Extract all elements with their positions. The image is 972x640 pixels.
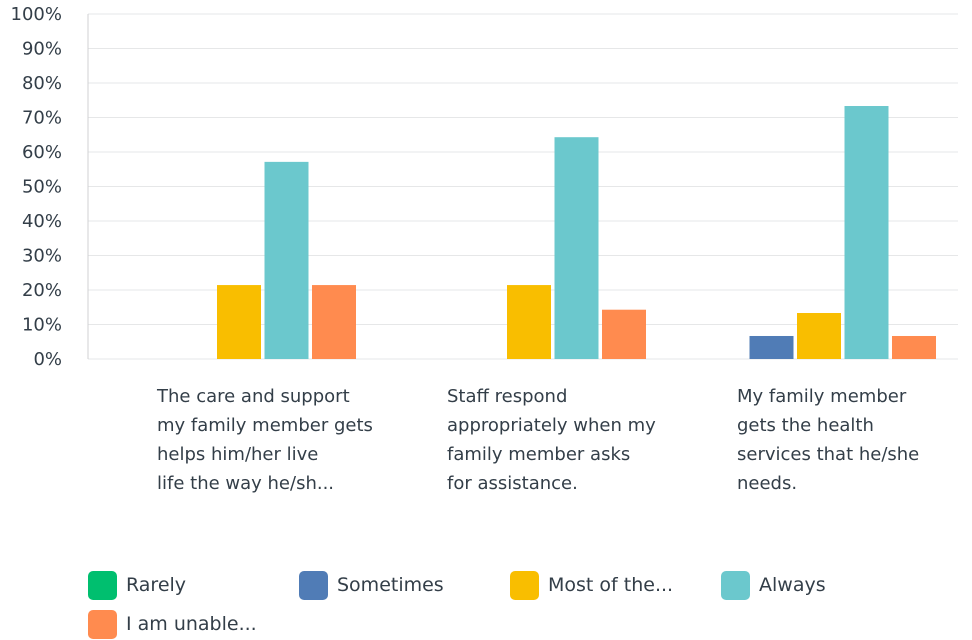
legend-swatch bbox=[510, 570, 539, 600]
legend-label: Most of the... bbox=[548, 574, 674, 596]
legend-swatch bbox=[88, 609, 117, 639]
y-tick-label: 80% bbox=[22, 73, 62, 94]
legend-label: Sometimes bbox=[337, 574, 444, 596]
y-tick-label: 60% bbox=[22, 142, 62, 163]
bar bbox=[602, 309, 646, 359]
legend-item: Most of the... bbox=[510, 570, 673, 600]
y-tick-label: 70% bbox=[22, 108, 62, 129]
x-tick-label: My family member gets the health service… bbox=[737, 386, 920, 494]
legend-swatch bbox=[88, 570, 117, 600]
bar bbox=[749, 335, 794, 359]
x-tick-label: The care and support my family member ge… bbox=[157, 386, 373, 494]
y-tick-label: 0% bbox=[33, 349, 62, 370]
y-tick-label: 30% bbox=[22, 246, 62, 267]
y-tick-label: 40% bbox=[22, 211, 62, 232]
y-tick-label: 10% bbox=[22, 315, 62, 336]
bar bbox=[217, 285, 261, 359]
legend-swatch bbox=[721, 570, 750, 600]
y-tick-label: 100% bbox=[11, 4, 62, 25]
legend-item: Rarely bbox=[88, 570, 186, 600]
y-tick-label: 50% bbox=[22, 177, 62, 198]
legend-item: I am unable... bbox=[88, 609, 257, 639]
legend-item: Always bbox=[721, 570, 826, 600]
legend-label: I am unable... bbox=[126, 613, 257, 635]
y-tick-label: 90% bbox=[22, 39, 62, 60]
bar bbox=[892, 335, 936, 359]
bar bbox=[264, 161, 309, 359]
y-tick-label: 20% bbox=[22, 280, 62, 301]
bar bbox=[844, 106, 889, 359]
legend-swatch bbox=[299, 570, 328, 600]
legend-label: Rarely bbox=[126, 574, 187, 596]
bar bbox=[507, 285, 551, 359]
x-tick-label: Staff respond appropriately when my fami… bbox=[447, 386, 656, 494]
bar bbox=[797, 313, 841, 359]
legend: Rarely Sometimes Most of the... Always I am … bbox=[88, 570, 948, 640]
y-axis-tick-labels: 0% 10% 20% 30% 40% 50% 60% 70% 80% 90% 100% bbox=[11, 4, 62, 370]
bars bbox=[217, 106, 936, 359]
legend-item: Sometimes bbox=[299, 570, 444, 600]
bar bbox=[554, 137, 599, 359]
bar bbox=[312, 285, 356, 359]
legend-label: Always bbox=[759, 574, 826, 596]
